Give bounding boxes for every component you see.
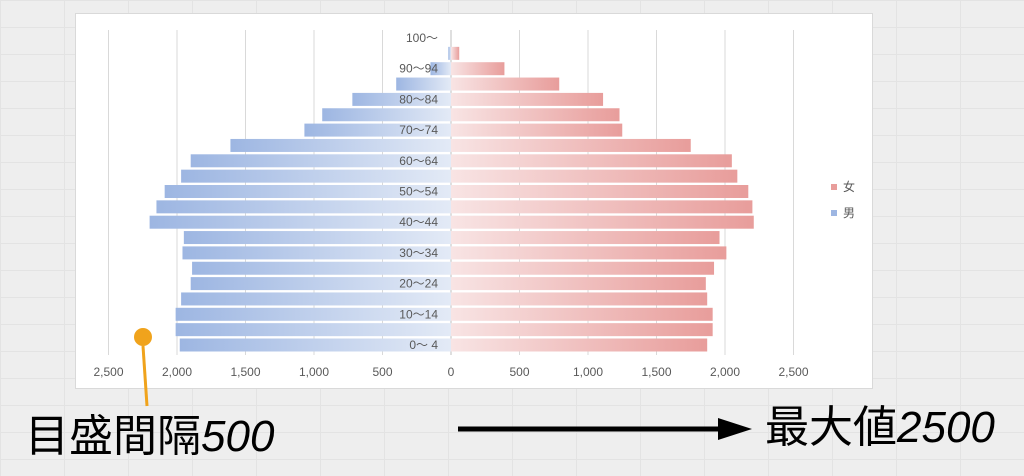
bar-female (451, 200, 753, 214)
legend-label-female: 女 (843, 179, 855, 194)
x-tick-label: 2,000 (710, 365, 740, 379)
legend-marker-male (831, 210, 837, 216)
bar-male (175, 307, 451, 321)
max-value-annotation: 最大値2500 (765, 404, 995, 452)
bar-male (183, 231, 451, 245)
bar-male (230, 138, 451, 152)
y-tick-label: 60～64 (399, 154, 438, 168)
bar-female (451, 292, 708, 306)
bar-female (451, 215, 754, 229)
bar-male (192, 261, 451, 275)
bar-female (451, 307, 713, 321)
x-tick-label: 0 (448, 365, 455, 379)
y-tick-label: 100～ (406, 31, 438, 45)
bar-male (396, 77, 451, 91)
bar-male (304, 123, 451, 137)
x-tick-label: 2,000 (162, 365, 192, 379)
x-tick-label: 1,000 (299, 365, 329, 379)
tick-interval-label: 目盛間隔 (25, 412, 201, 461)
bar-female (451, 261, 715, 275)
y-tick-label: 80～84 (399, 92, 438, 106)
x-tick-label: 1,500 (641, 365, 671, 379)
bar-male (149, 215, 451, 229)
legend-label-male: 男 (843, 206, 855, 220)
y-tick-label: 0～ 4 (409, 338, 438, 352)
tick-interval-value: 500 (201, 412, 275, 461)
max-value-label: 最大値 (765, 403, 897, 452)
bar-female (451, 323, 713, 337)
bar-female (451, 185, 749, 198)
bar-male (156, 200, 451, 214)
bar-male (179, 338, 451, 352)
bar-female (451, 169, 738, 183)
x-tick-label: 500 (509, 365, 529, 379)
bar-male (430, 62, 451, 76)
bar-female (451, 246, 727, 260)
legend-marker-female (831, 184, 837, 190)
bar-male (181, 169, 452, 183)
bar-female (451, 231, 720, 245)
x-tick-label: 1,500 (230, 365, 260, 379)
y-tick-label: 10～14 (399, 307, 438, 321)
x-tick-label: 2,500 (778, 365, 808, 379)
bar-female (451, 154, 732, 168)
y-tick-label: 30～34 (399, 246, 438, 260)
y-tick-label: 70～74 (399, 123, 438, 137)
bar-female (451, 338, 708, 352)
legend: 女 男 (831, 179, 855, 220)
bar-female (451, 123, 623, 137)
bar-male (181, 292, 452, 306)
bar-female (451, 77, 560, 91)
bar-female (451, 108, 620, 122)
x-tick-label: 2,500 (93, 365, 123, 379)
y-tick-label: 20～24 (399, 277, 438, 291)
bar-female (451, 62, 505, 76)
bar-male (352, 92, 451, 106)
x-tick-label: 500 (372, 365, 392, 379)
chart-area[interactable]: 2,500 2,000 1,500 1,000 500 0 500 1,000 1,500 2,0… (76, 14, 872, 388)
bars (149, 46, 754, 352)
tick-interval-annotation: 目盛間隔500 (25, 413, 274, 461)
y-tick-label: 50～54 (399, 185, 438, 199)
y-tick-label: 90～94 (399, 62, 438, 76)
bar-female (451, 138, 691, 152)
bar-male (175, 323, 451, 337)
arrow-right-icon (718, 418, 752, 440)
bar-male (448, 46, 451, 60)
bar-male (190, 154, 451, 168)
bar-male (164, 185, 452, 198)
x-tick-label: 1,000 (573, 365, 603, 379)
max-value-value: 2500 (897, 403, 995, 452)
axis-labels: 2,500 2,000 1,500 1,000 500 0 500 1,000 1,500 2,0… (93, 31, 808, 379)
bar-female (451, 277, 706, 291)
y-tick-label: 40～44 (399, 215, 438, 229)
bar-female (451, 46, 460, 60)
bar-male (322, 108, 451, 122)
bar-male (182, 246, 451, 260)
population-pyramid-chart: 2,500 2,000 1,500 1,000 500 0 500 1,000 1,500 2,0… (93, 30, 855, 379)
bar-male (190, 277, 451, 291)
bar-female (451, 92, 604, 106)
